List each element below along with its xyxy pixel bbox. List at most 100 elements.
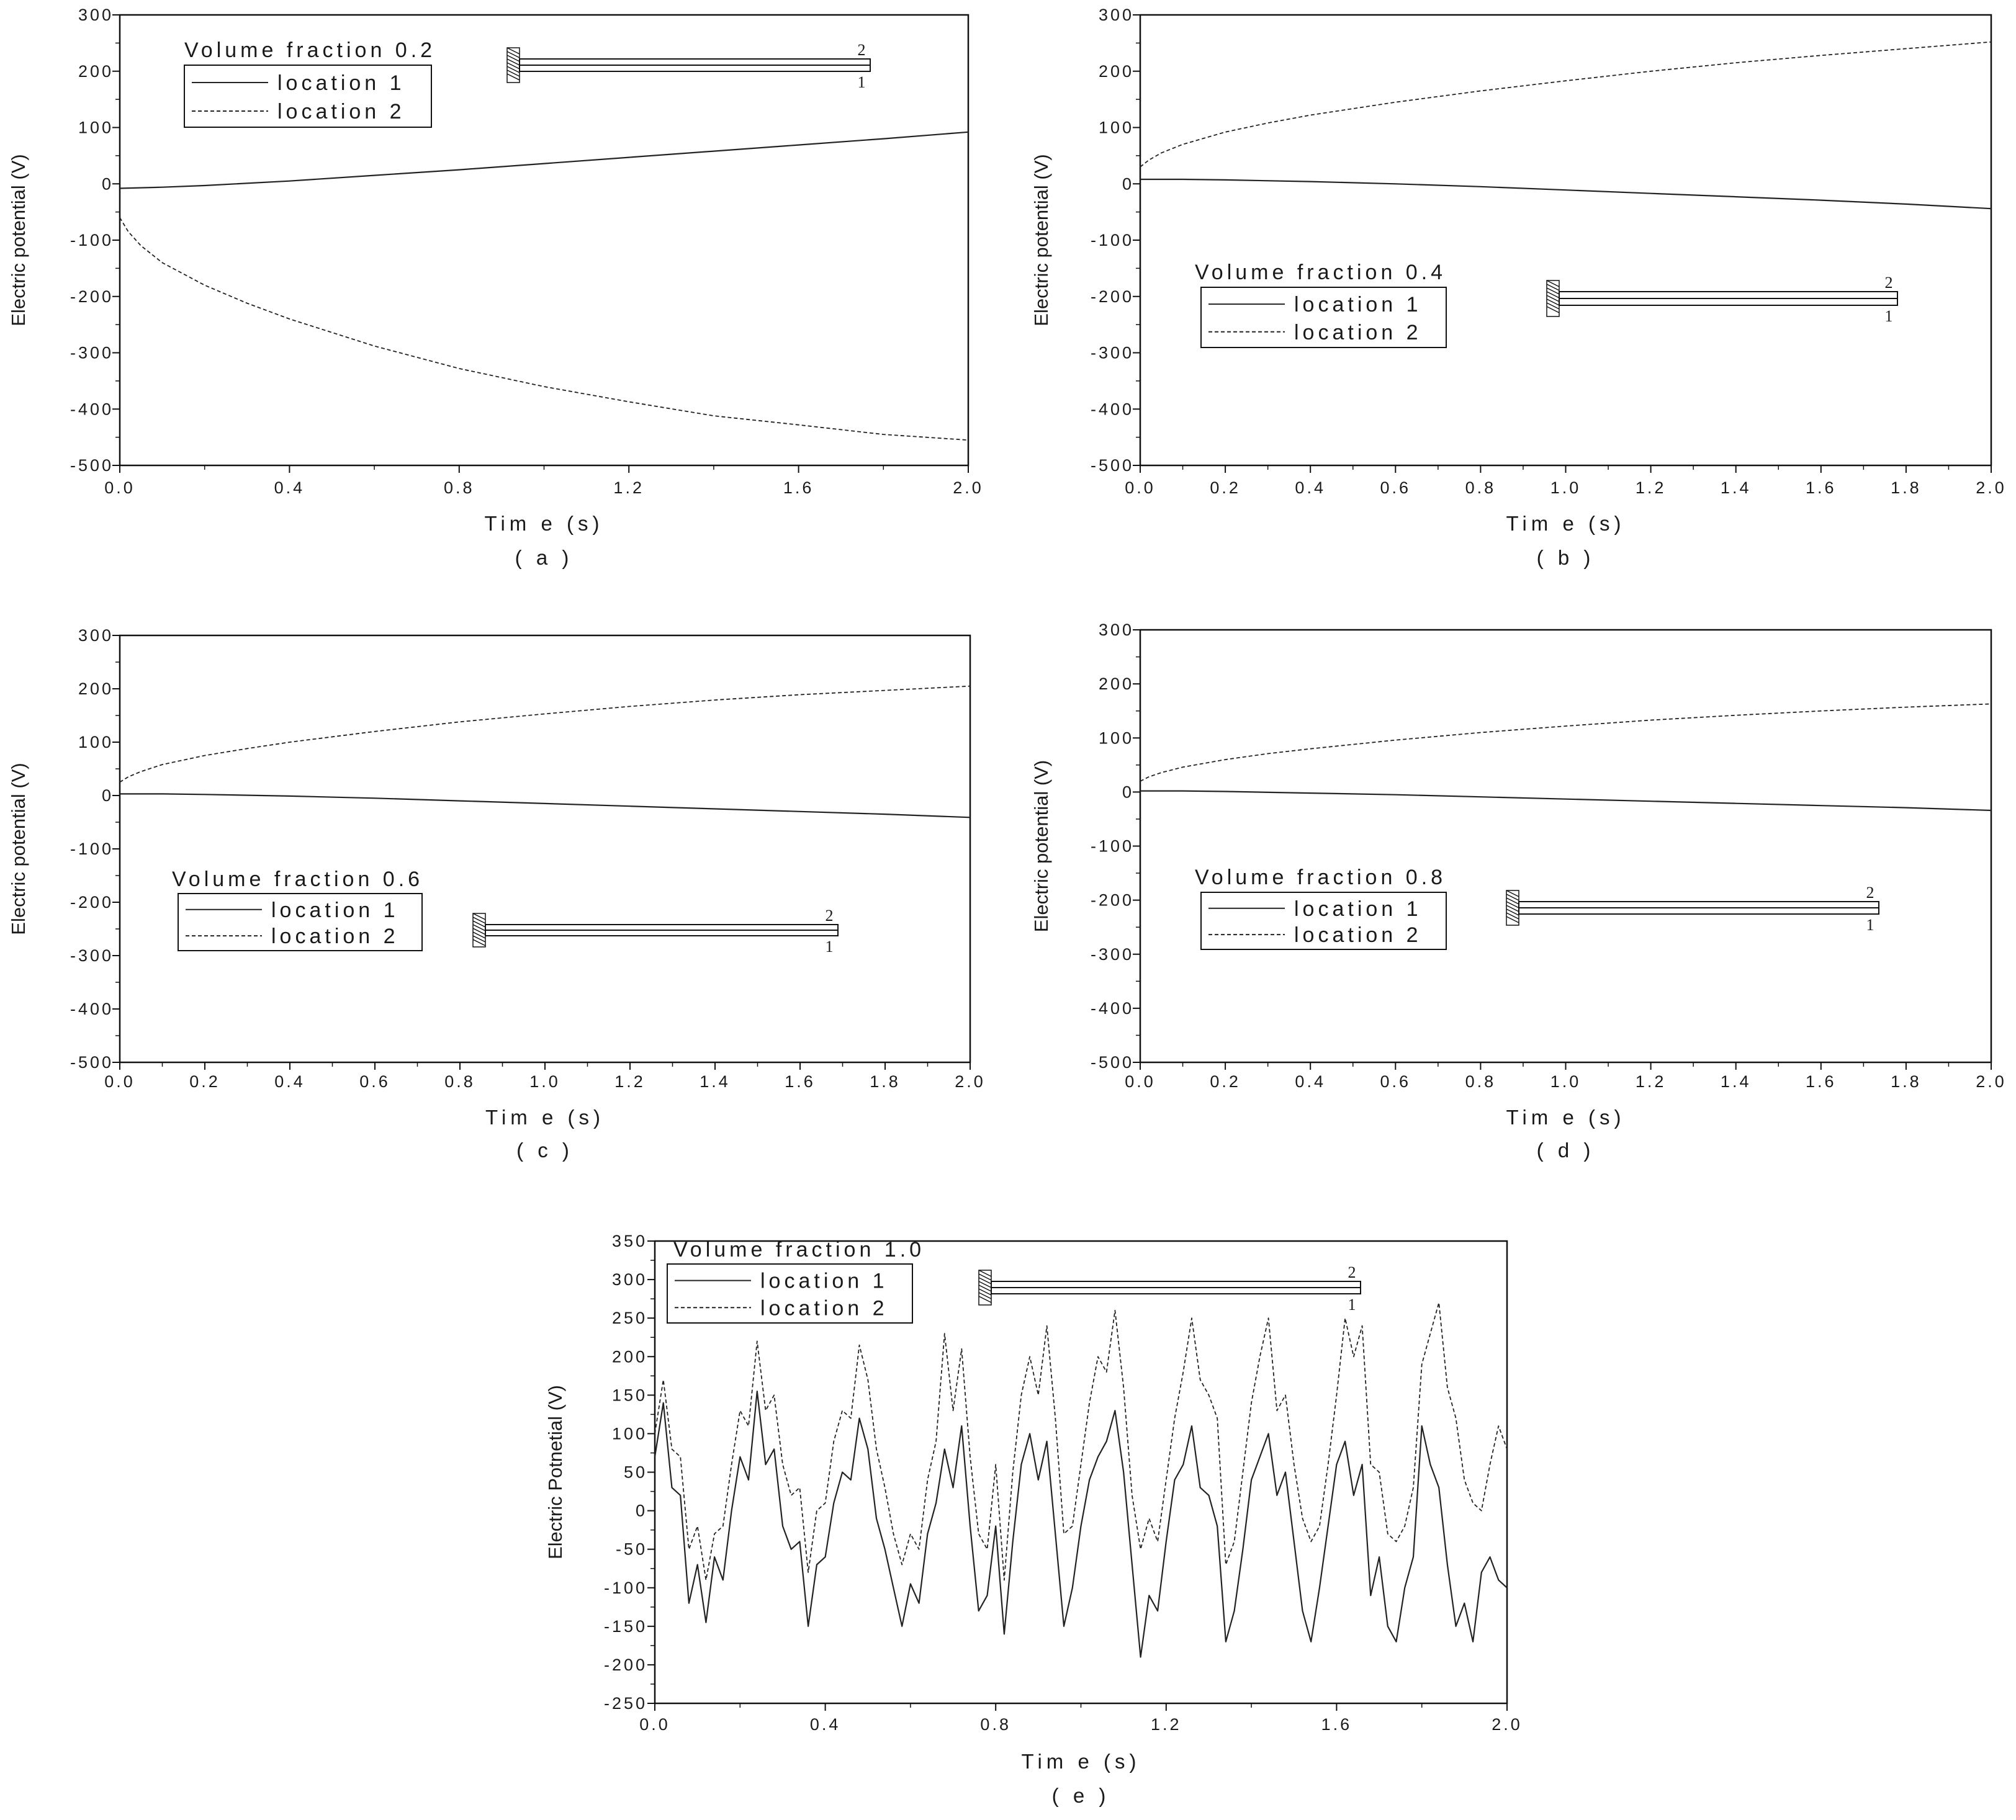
y-tick-label: -100 [70, 840, 114, 858]
legend-entry-label: location 2 [277, 100, 405, 123]
x-tick-label: 1.2 [1636, 1072, 1667, 1091]
y-tick-label: -400 [1091, 999, 1134, 1018]
beam-bottom-layer [1559, 298, 1898, 306]
y-tick-label: 100 [78, 733, 114, 751]
legend-title: Volume fraction 0.8 [1195, 866, 1446, 889]
beam-top-layer [991, 1281, 1361, 1288]
y-tick-label: -400 [1091, 400, 1134, 418]
plot-frame [1139, 14, 1992, 467]
beam-top-layer [485, 924, 839, 931]
beam-bottom-layer [519, 65, 871, 72]
y-tick-label: 0 [102, 786, 114, 805]
x-tick-label: 0.8 [1465, 1072, 1496, 1091]
y-tick-label: 0 [102, 174, 114, 193]
x-tick-label: 1.4 [1721, 478, 1752, 497]
y-tick-label: -400 [70, 1000, 114, 1018]
y-tick-label: -300 [70, 344, 114, 362]
legend-entry-label: location 2 [1294, 923, 1422, 947]
beam-location-label: 2 [1348, 1263, 1356, 1281]
y-tick-label: -200 [604, 1656, 647, 1674]
y-tick-label: -400 [70, 400, 114, 418]
beam-location-label: 1 [1348, 1296, 1356, 1314]
beam-location-label: 1 [1866, 916, 1874, 934]
series-line-location-1 [1140, 790, 1992, 812]
x-tick-label: 0.4 [1295, 478, 1326, 497]
x-tick-label: 1.4 [1721, 1072, 1752, 1091]
y-tick-label: 150 [612, 1386, 647, 1404]
x-tick-label: 0.6 [1380, 478, 1411, 497]
legend-entry-label: location 1 [1294, 897, 1422, 921]
x-tick-label: 0.4 [810, 1715, 841, 1734]
legend-title: Volume fraction 1.0 [673, 1238, 925, 1262]
x-tick-label: 0.8 [980, 1715, 1011, 1734]
x-tick-label: 0.0 [1125, 478, 1156, 497]
beam-bottom-layer [991, 1287, 1361, 1294]
x-tick-label: 2.0 [953, 478, 984, 497]
legend-entry-label: location 2 [760, 1296, 888, 1320]
y-tick-label: 300 [1099, 6, 1134, 24]
legend-box [1200, 287, 1447, 348]
legend-title: Volume fraction 0.2 [184, 38, 436, 62]
chart-panel-a: -500 -400 -300 -200 -100 0 100 200 300 0.0 0.4 0.8 1… [7, 6, 984, 569]
y-tick-label: -300 [1091, 945, 1134, 964]
y-tick-label: -300 [70, 946, 114, 965]
chart-panel-c: -500 -400 -300 -200 -100 0 100 200 300 0.0 0.2 0.4 0… [7, 626, 983, 1162]
y-tick-label: 0 [1122, 174, 1134, 193]
y-tick-label: -100 [70, 231, 114, 249]
series-line-location-1 [654, 1391, 1508, 1658]
x-tick-label: 0.2 [189, 1072, 220, 1091]
y-tick-label: 0 [636, 1502, 647, 1520]
x-tick-label: 1.8 [1891, 478, 1922, 497]
series-line-location-2 [119, 217, 969, 441]
x-tick-label: 1.0 [1550, 1072, 1582, 1091]
beam-location-label: 1 [826, 938, 834, 956]
y-tick-label: 350 [612, 1232, 647, 1250]
series-line-location-1 [119, 131, 969, 189]
x-tick-label: 1.2 [614, 1072, 646, 1091]
legend-box [178, 893, 423, 951]
y-tick-label: -200 [70, 287, 114, 306]
x-tick-label: 1.6 [785, 1072, 816, 1091]
x-tick-label: 1.6 [1321, 1715, 1352, 1734]
beam-top-layer [519, 58, 871, 66]
clamp-support-icon [472, 913, 486, 948]
legend-title: Volume fraction 0.4 [1195, 261, 1446, 284]
x-tick-label: 1.2 [1636, 478, 1667, 497]
plot-frame [119, 634, 971, 1064]
x-tick-label: 1.8 [870, 1072, 901, 1091]
y-tick-label: 0 [1122, 782, 1134, 801]
y-tick-label: -500 [1091, 1053, 1134, 1072]
y-axis-title: Electric potential (V) [1030, 154, 1052, 326]
beam-bottom-layer [1518, 907, 1879, 915]
beam-bottom-layer [485, 930, 839, 936]
beam-location-label: 1 [1885, 307, 1893, 325]
beam-top-layer [1518, 901, 1879, 908]
y-tick-label: -250 [604, 1694, 647, 1713]
series-line-location-2 [119, 685, 971, 783]
legend-entry-label: location 2 [1294, 321, 1422, 344]
x-tick-label: 0.2 [1210, 1072, 1241, 1091]
series-line-location-2 [1140, 41, 1992, 168]
panel-label: ( b ) [1537, 546, 1595, 569]
chart-panel-b: -500 -400 -300 -200 -100 0 100 200 300 0.0 0.2 0.4 0… [1030, 6, 2004, 569]
y-tick-label: 100 [78, 119, 114, 137]
legend-title: Volume fraction 0.6 [172, 867, 423, 891]
beam-location-label: 2 [1885, 274, 1893, 292]
y-axis-title: Electric potential (V) [1030, 760, 1052, 932]
x-axis-title: Tim e (s) [485, 512, 604, 535]
x-tick-label: 1.2 [613, 478, 644, 497]
x-tick-label: 0.8 [1465, 478, 1496, 497]
x-tick-label: 0.0 [1125, 1072, 1156, 1091]
chart-panel-e: -250 -200 -150 -100 -50 0 50 100 150 200 250 300 350… [544, 1232, 1520, 1807]
y-tick-label: 300 [78, 6, 114, 24]
y-tick-label: 300 [78, 626, 114, 645]
x-tick-label: 0.0 [639, 1715, 670, 1734]
x-axis-title: Tim e (s) [1022, 1750, 1141, 1773]
x-tick-label: 1.0 [1550, 478, 1582, 497]
y-tick-label: 100 [1099, 728, 1134, 747]
x-tick-label: 0.6 [359, 1072, 390, 1091]
beam-top-layer [1559, 291, 1898, 299]
x-tick-label: 0.2 [1210, 478, 1241, 497]
x-axis-title: Tim e (s) [1506, 512, 1626, 535]
